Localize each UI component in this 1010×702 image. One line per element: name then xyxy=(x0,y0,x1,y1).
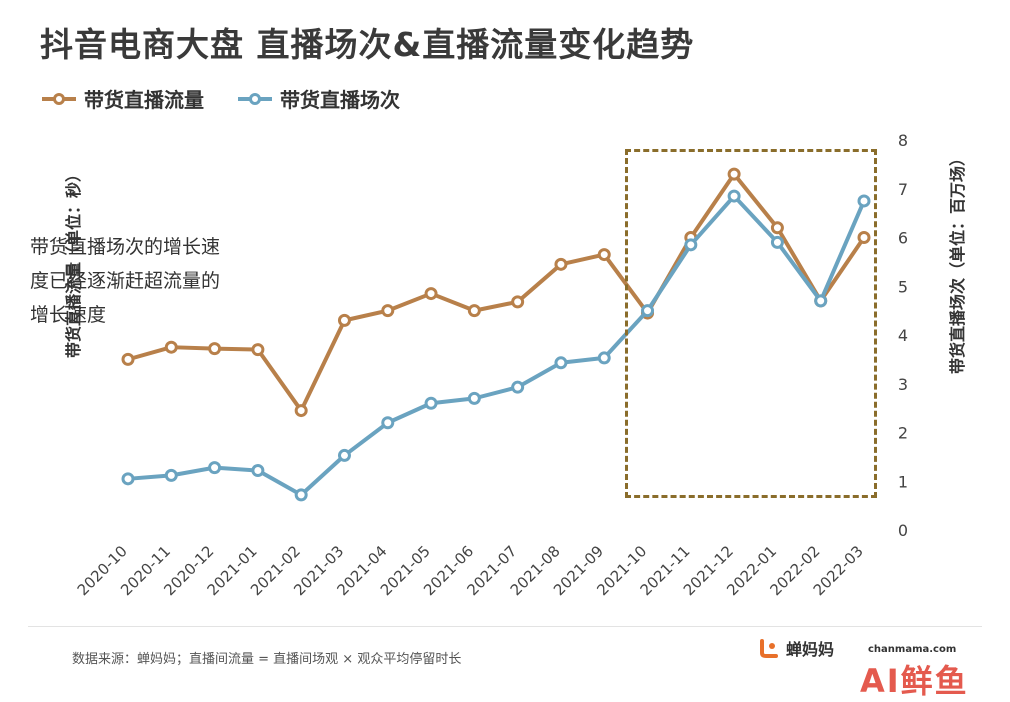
y-right-tick-label: 7 xyxy=(898,180,908,199)
watermark-logo: AI鲜鱼 xyxy=(860,662,969,700)
data-point xyxy=(554,257,568,271)
data-point xyxy=(337,448,351,462)
data-point xyxy=(467,391,481,405)
legend-label-traffic: 带货直播流量 xyxy=(84,88,204,112)
legend-label-sessions: 带货直播场次 xyxy=(280,88,400,112)
data-point xyxy=(251,343,265,357)
series-line xyxy=(127,172,866,413)
y-right-tick-label: 3 xyxy=(898,375,908,394)
brand-logo: 蝉妈妈 xyxy=(758,636,834,660)
data-point xyxy=(164,340,178,354)
data-point xyxy=(337,313,351,327)
y-right-tick-label: 8 xyxy=(898,131,908,150)
legend-marker-sessions xyxy=(238,92,272,105)
data-point xyxy=(208,461,222,475)
y-right-tick-label: 2 xyxy=(898,424,908,443)
data-point xyxy=(164,468,178,482)
y-right-tick-label: 0 xyxy=(898,521,908,540)
legend-item-traffic: 带货直播流量 xyxy=(42,84,204,113)
data-point xyxy=(424,396,438,410)
y-right-tick-label: 5 xyxy=(898,277,908,296)
legend-marker-traffic xyxy=(42,92,76,105)
data-point xyxy=(121,352,135,366)
y-right-tick-label: 1 xyxy=(898,472,908,491)
data-point xyxy=(857,194,871,208)
data-point xyxy=(684,238,698,252)
brand-url: chanmama.com xyxy=(868,644,957,655)
data-point xyxy=(770,235,784,249)
y-right-tick-label: 6 xyxy=(898,229,908,248)
data-point xyxy=(511,295,525,309)
y-right-tick-label: 4 xyxy=(898,326,908,345)
data-point xyxy=(381,416,395,430)
data-point xyxy=(251,464,265,478)
annotation-text: 带货直播场次的增长速度已经逐渐赶超流量的增长速度 xyxy=(30,236,221,326)
chart-legend: 带货直播流量 带货直播场次 xyxy=(42,84,400,113)
legend-item-sessions: 带货直播场次 xyxy=(238,84,400,113)
brand-name: 蝉妈妈 xyxy=(786,640,835,659)
data-point xyxy=(511,380,525,394)
data-point xyxy=(294,404,308,418)
data-point xyxy=(727,189,741,203)
data-point xyxy=(424,287,438,301)
series-line xyxy=(127,194,866,497)
data-point xyxy=(814,294,828,308)
data-point xyxy=(857,231,871,244)
data-point xyxy=(467,304,481,318)
data-point xyxy=(727,167,741,181)
data-point xyxy=(294,488,308,502)
chart-title: 抖音电商大盘 直播场次&直播流量变化趋势 xyxy=(40,25,695,64)
footer-divider xyxy=(28,626,982,627)
data-point xyxy=(208,342,222,356)
annotation-box xyxy=(625,149,877,498)
data-point xyxy=(770,221,784,235)
data-point xyxy=(554,356,568,370)
data-point xyxy=(641,304,655,318)
data-point xyxy=(597,248,611,262)
data-point xyxy=(121,472,135,486)
chanmama-logo-icon xyxy=(760,639,778,658)
data-point xyxy=(597,351,611,365)
source-note: 数据来源：蝉妈妈；直播间流量 = 直播间场观 × 观众平均停留时长 xyxy=(72,652,462,667)
data-point xyxy=(381,304,395,318)
